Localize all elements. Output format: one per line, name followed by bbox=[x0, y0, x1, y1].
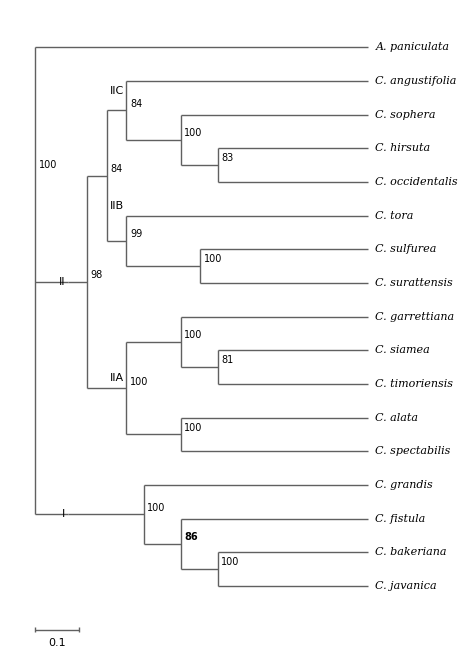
Text: C. spectabilis: C. spectabilis bbox=[375, 446, 451, 456]
Text: C. hirsuta: C. hirsuta bbox=[375, 143, 430, 153]
Text: 100: 100 bbox=[204, 255, 222, 265]
Text: C. occidentalis: C. occidentalis bbox=[375, 177, 458, 187]
Text: C. angustifolia: C. angustifolia bbox=[375, 76, 457, 86]
Text: 98: 98 bbox=[91, 270, 103, 280]
Text: C. garrettiana: C. garrettiana bbox=[375, 311, 455, 321]
Text: 100: 100 bbox=[39, 159, 57, 169]
Text: 99: 99 bbox=[130, 229, 142, 239]
Text: 100: 100 bbox=[184, 423, 202, 433]
Text: 100: 100 bbox=[130, 377, 148, 386]
Text: C. tora: C. tora bbox=[375, 211, 414, 221]
Text: A. paniculata: A. paniculata bbox=[375, 42, 449, 52]
Text: C. alata: C. alata bbox=[375, 413, 419, 423]
Text: 86: 86 bbox=[184, 532, 198, 542]
Text: C. javanica: C. javanica bbox=[375, 581, 437, 591]
Text: 84: 84 bbox=[130, 99, 142, 109]
Text: 84: 84 bbox=[110, 164, 123, 174]
Text: C. timoriensis: C. timoriensis bbox=[375, 379, 454, 389]
Text: 83: 83 bbox=[221, 153, 233, 163]
Text: IIA: IIA bbox=[110, 373, 124, 383]
Text: C. siamea: C. siamea bbox=[375, 346, 430, 356]
Text: C. bakeriana: C. bakeriana bbox=[375, 548, 447, 558]
Text: 100: 100 bbox=[184, 330, 202, 340]
Text: II: II bbox=[59, 277, 65, 287]
Text: C. sophera: C. sophera bbox=[375, 109, 436, 119]
Text: 100: 100 bbox=[221, 558, 239, 568]
Text: C. grandis: C. grandis bbox=[375, 480, 433, 490]
Text: 100: 100 bbox=[147, 503, 166, 513]
Text: 81: 81 bbox=[221, 356, 233, 366]
Text: 100: 100 bbox=[184, 128, 202, 138]
Text: 0.1: 0.1 bbox=[48, 638, 66, 648]
Text: C. fistula: C. fistula bbox=[375, 514, 426, 524]
Text: C. surattensis: C. surattensis bbox=[375, 278, 453, 288]
Text: IIB: IIB bbox=[110, 201, 124, 211]
Text: I: I bbox=[63, 510, 65, 520]
Text: IIC: IIC bbox=[110, 86, 124, 96]
Text: C. sulfurea: C. sulfurea bbox=[375, 244, 437, 254]
